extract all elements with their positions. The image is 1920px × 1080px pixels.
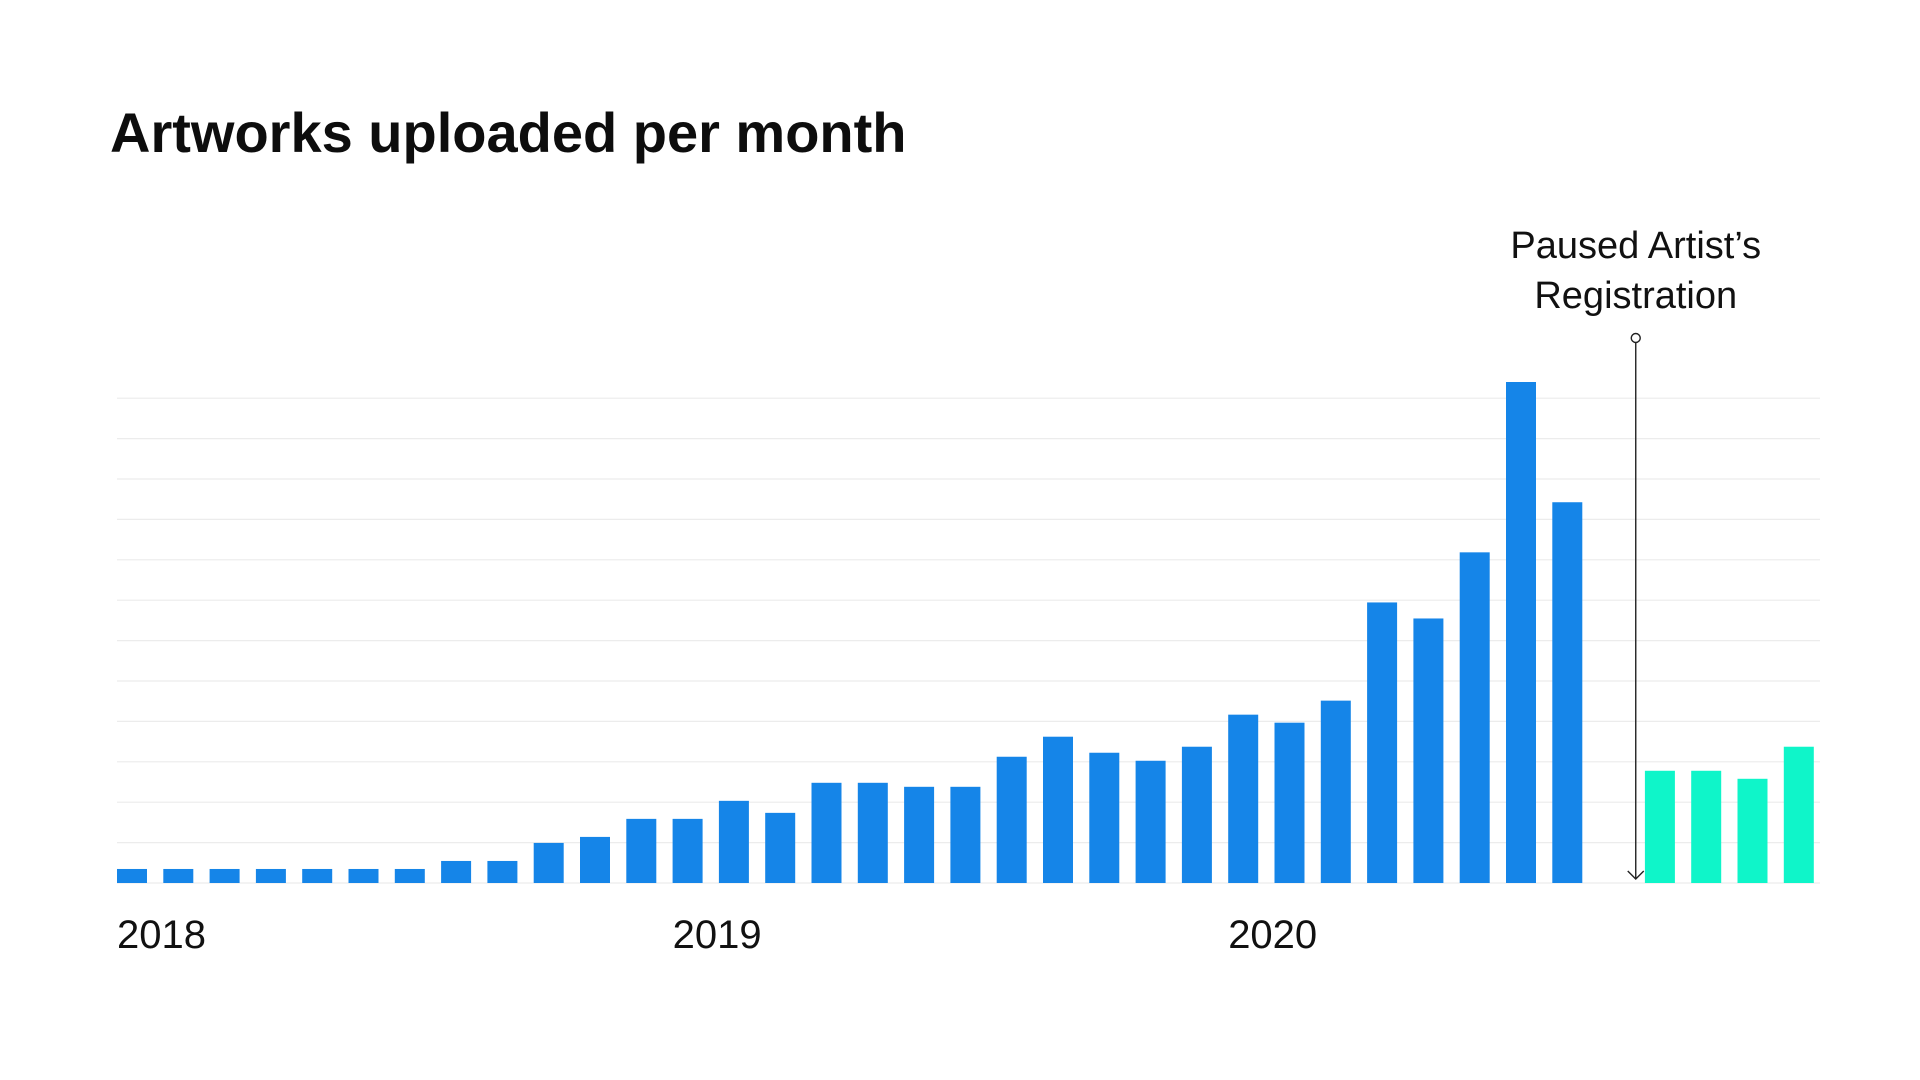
bar bbox=[1089, 752, 1120, 883]
bar bbox=[1135, 760, 1166, 883]
bar bbox=[348, 868, 379, 883]
bar bbox=[1783, 746, 1814, 883]
bar bbox=[163, 868, 194, 883]
bar bbox=[302, 868, 333, 883]
bar bbox=[996, 756, 1027, 883]
bar bbox=[857, 782, 888, 883]
bar bbox=[394, 868, 425, 883]
annotation-arrow bbox=[1627, 870, 1645, 880]
bar bbox=[1367, 602, 1398, 883]
bar bbox=[209, 868, 240, 883]
bar bbox=[718, 800, 749, 883]
annotation-circle bbox=[1630, 332, 1641, 344]
x-axis-tick-labels: 2018 2019 2020 bbox=[117, 913, 1317, 957]
bar bbox=[1737, 778, 1768, 883]
bars bbox=[117, 382, 1814, 883]
bar bbox=[1459, 552, 1490, 883]
bar bbox=[255, 868, 286, 883]
chart-title: Artworks uploaded per month bbox=[110, 101, 907, 164]
bar bbox=[765, 812, 796, 883]
bar bbox=[950, 786, 981, 883]
bar bbox=[1228, 714, 1259, 883]
bar bbox=[1181, 746, 1212, 883]
bar bbox=[1691, 770, 1722, 883]
bar bbox=[580, 836, 610, 883]
bar bbox=[117, 868, 147, 883]
bar bbox=[1413, 618, 1444, 883]
bar bbox=[672, 818, 703, 883]
bar bbox=[1644, 770, 1675, 883]
annotation: Paused Artist’s Registration bbox=[1510, 225, 1761, 880]
bar bbox=[1320, 700, 1351, 883]
bar bbox=[1274, 722, 1305, 883]
x-tick-label: 2020 bbox=[1228, 913, 1317, 957]
x-tick-label: 2018 bbox=[117, 913, 206, 957]
bar bbox=[626, 818, 657, 883]
bar bbox=[441, 860, 472, 883]
bar bbox=[1552, 502, 1583, 883]
annotation-label: Paused Artist’s bbox=[1510, 225, 1761, 267]
bar bbox=[904, 786, 935, 883]
x-tick-label: 2019 bbox=[673, 913, 762, 957]
bar bbox=[811, 782, 842, 883]
bar bbox=[487, 860, 518, 883]
bar bbox=[1506, 382, 1536, 883]
bar bbox=[1043, 736, 1073, 883]
annotation-label: Registration bbox=[1534, 275, 1737, 317]
bar bbox=[533, 842, 564, 883]
